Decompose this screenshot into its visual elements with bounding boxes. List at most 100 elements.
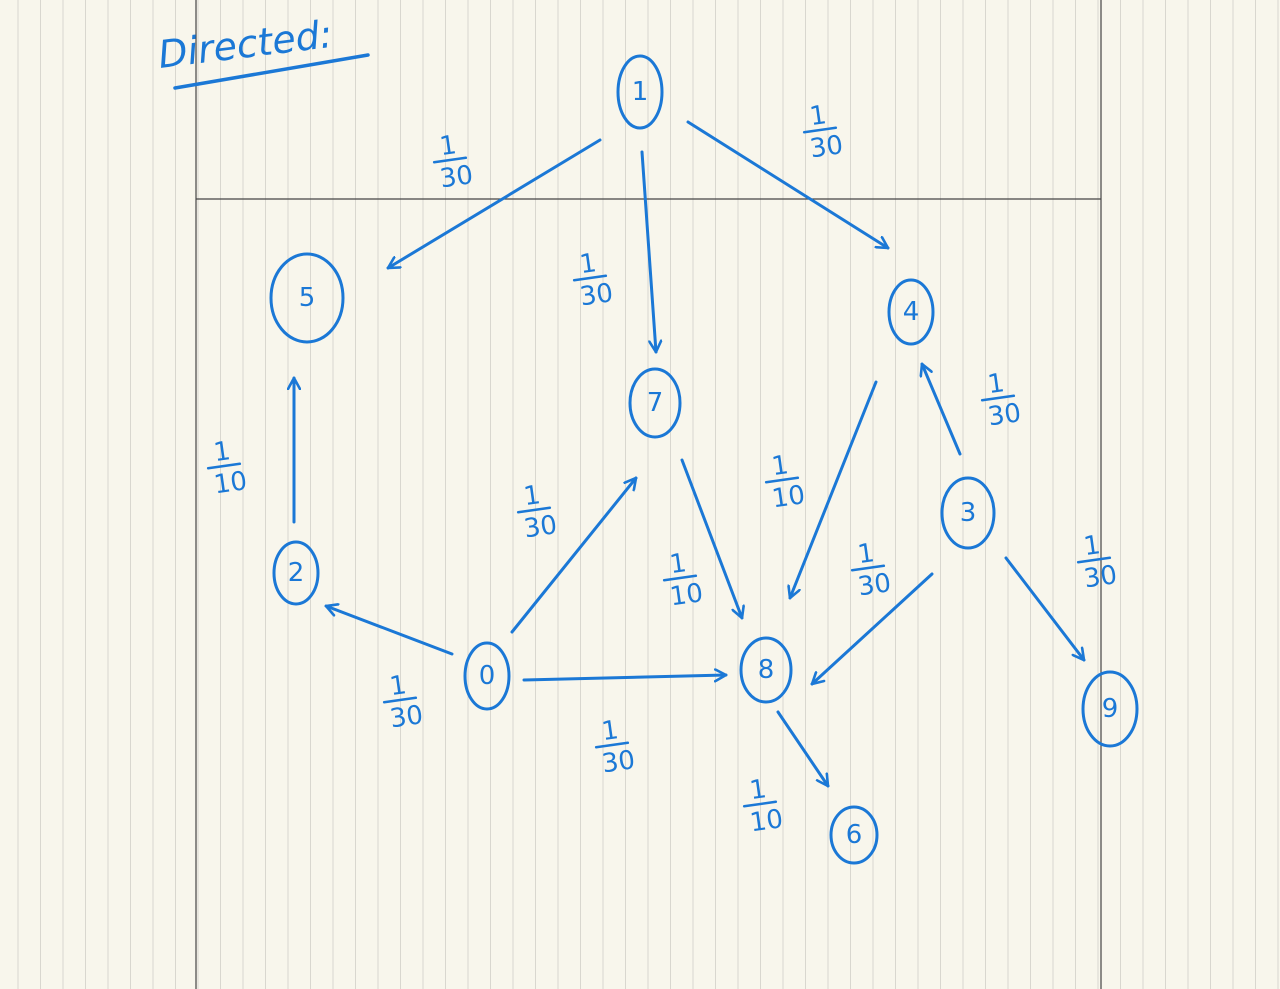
weight-numerator: 1 [856,538,877,570]
node-circle [269,252,345,344]
weight-denominator: 30 [388,700,425,734]
fraction-bar [594,741,630,749]
node-n2: 2 [272,540,320,606]
edge-n3-to-n9 [1004,556,1086,662]
weight-denominator: 10 [668,578,705,612]
fraction-bar [1076,556,1112,564]
node-label: 2 [288,558,305,588]
edge-n1-to-n7 [640,150,656,354]
fraction-bar [516,506,552,514]
fraction-bar [850,564,886,572]
node-circle [940,476,996,550]
weight-denominator: 30 [600,745,637,779]
edge-n0-to-n8 [522,675,728,680]
node-n1: 1 [616,54,664,130]
edge-n4top-to-n8 [790,380,878,600]
node-circle [463,641,511,711]
weight-denominator: 30 [522,510,559,544]
weight-numerator: 1 [438,130,459,162]
node-circle [887,278,935,346]
paper-grid [17,0,1279,989]
weight-denominator: 30 [986,398,1023,432]
edge-weight: 110 [742,774,785,838]
node-circle [628,367,682,439]
fraction-bar [980,394,1016,402]
edge-weight: 130 [802,100,845,164]
weight-denominator: 30 [438,160,475,194]
node-n4top: 4 [887,278,935,346]
node-label: 7 [647,388,664,418]
edge-weight: 130 [382,670,425,734]
edge-weight: 110 [206,436,249,500]
edge-n1-to-n5 [386,138,602,270]
weight-denominator: 10 [770,480,807,514]
node-circle [829,805,879,865]
weight-numerator: 1 [808,100,829,132]
node-n0: 0 [463,641,511,711]
fraction-bar [206,462,242,470]
node-label: 3 [960,498,977,528]
node-n6: 6 [829,805,879,865]
weight-numerator: 1 [522,480,543,512]
edge-n3-to-n7 [922,362,962,456]
node-label: 6 [846,820,863,850]
weight-numerator: 1 [668,548,689,580]
node-circle [272,540,320,606]
node-circle [1081,670,1139,748]
edge-weight: 130 [432,130,475,194]
node-n3: 3 [940,476,996,550]
edge-weight: 130 [850,538,893,602]
edge-n0-to-n4top [510,476,638,634]
weight-denominator: 30 [808,130,845,164]
fraction-bar [572,274,608,282]
title-underline [173,53,370,90]
edge-n8-to-n6 [776,710,830,788]
edge-n7-to-n8 [680,458,742,620]
node-label: 4 [903,297,920,327]
node-circle [616,54,664,130]
edge-weight: 110 [764,450,807,514]
weight-denominator: 30 [1082,560,1119,594]
weight-denominator: 30 [856,568,893,602]
node-n8: 8 [739,636,793,704]
weight-numerator: 1 [1082,530,1103,562]
node-label: 8 [758,655,775,685]
weight-numerator: 1 [212,436,233,468]
edge-weight: 130 [594,715,637,779]
fraction-bar [764,476,800,484]
edge-weight: 130 [1076,530,1119,594]
weight-numerator: 1 [770,450,791,482]
edge-weight: 110 [662,548,705,612]
node-label: 9 [1102,694,1119,724]
node-label: 5 [299,283,316,313]
node-label: 1 [632,77,649,107]
edge-weight: 130 [980,368,1023,432]
edges-layer [294,120,1086,788]
node-n9: 9 [1081,670,1139,748]
edge-n1-to-n4top [686,120,890,250]
node-n5: 5 [269,252,345,344]
weight-denominator: 10 [748,804,785,838]
node-n7: 7 [628,367,682,439]
fraction-bar [802,126,838,134]
weight-numerator: 1 [578,248,599,280]
weight-numerator: 1 [748,774,769,806]
nodes-layer: 1 5 4 7 2 0 3 8 9 6 [269,54,1139,865]
edge-n0-to-n2 [324,606,454,656]
fraction-bar [382,696,418,704]
weight-denominator: 30 [578,278,615,312]
node-label: 0 [479,661,496,691]
edge-weight: 130 [572,248,615,312]
edge-n3-to-n8 [810,572,934,686]
weight-numerator: 1 [388,670,409,702]
fraction-bar [662,574,698,582]
weight-denominator: 10 [212,466,249,500]
weight-numerator: 1 [600,715,621,747]
edge-weight: 130 [516,480,559,544]
node-circle [739,636,793,704]
fraction-bar [742,800,778,808]
fraction-bar [432,156,468,164]
page-title: Directed: [156,12,335,77]
